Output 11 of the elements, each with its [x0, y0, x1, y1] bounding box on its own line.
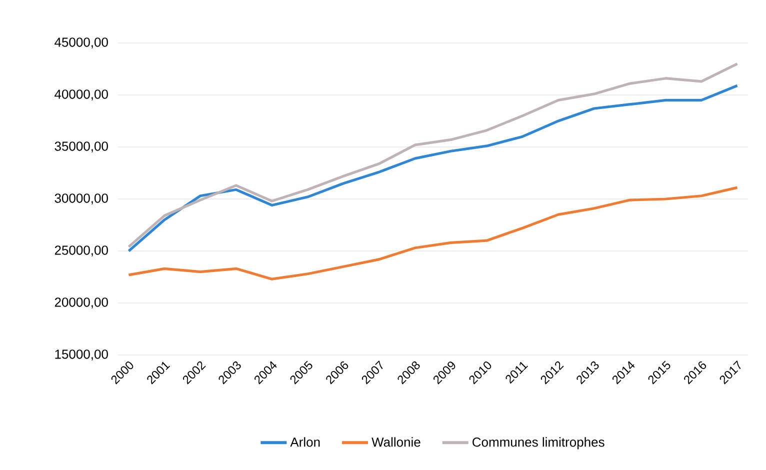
- y-tick-label: 20000,00: [54, 298, 108, 308]
- legend-label: Wallonie: [372, 437, 420, 447]
- legend-label: Arlon: [290, 437, 320, 447]
- y-tick-label: 15000,00: [55, 350, 108, 360]
- legend-label: Communes limitrophes: [472, 437, 604, 450]
- y-tick-label: 45000,00: [54, 38, 108, 48]
- y-tick-label: 25000,00: [54, 246, 108, 256]
- y-tick-label: 35000,00: [54, 142, 108, 152]
- y-tick-label: 30000,00: [54, 194, 108, 204]
- y-tick-label: 40000,00: [54, 90, 108, 100]
- line-series: [127, 186, 739, 280]
